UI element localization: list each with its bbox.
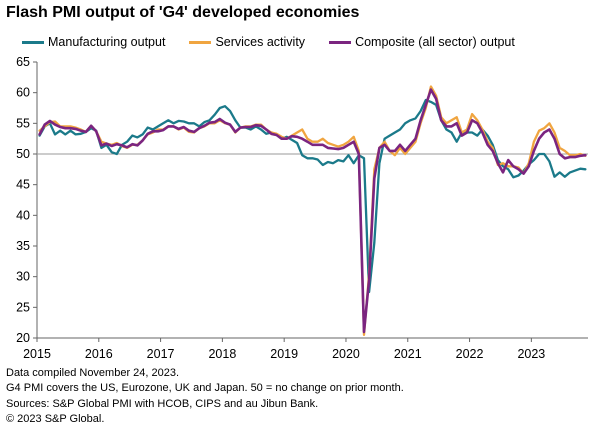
x-axis: 2015 2016 2017 2018 2019 2020 2021 2022 2023 (23, 153, 588, 361)
chart-notes: Data compiled November 24, 2023. G4 PMI … (6, 366, 404, 427)
x-tick-label: 2015 (23, 347, 51, 361)
x-tick-label: 2019 (270, 347, 298, 361)
y-tick-label: 60 (16, 86, 30, 100)
y-tick-label: 35 (16, 239, 30, 253)
series-line-manufacturing (38, 98, 587, 294)
series-line-services (38, 85, 587, 337)
x-tick-label: 2016 (85, 347, 113, 361)
y-tick-label: 50 (16, 147, 30, 161)
y-tick-label: 55 (16, 116, 30, 130)
legend-item-manufacturing: Manufacturing output (22, 35, 165, 49)
chart-title: Flash PMI output of 'G4' developed econo… (6, 4, 360, 21)
legend-label-manufacturing: Manufacturing output (48, 35, 166, 49)
note-coverage: G4 PMI covers the US, Eurozone, UK and J… (6, 382, 404, 395)
x-tick-label: 2018 (208, 347, 236, 361)
legend-item-services: Services activity (189, 35, 305, 49)
legend-label-services: Services activity (215, 35, 306, 49)
chart-series (38, 85, 587, 337)
note-sources: Sources: S&P Global PMI with HCOB, CIPS … (6, 397, 319, 410)
x-tick-label: 2022 (456, 347, 484, 361)
y-tick-label: 20 (16, 331, 30, 345)
y-tick-label: 30 (16, 270, 30, 284)
y-tick-label: 40 (16, 208, 30, 222)
x-tick-label: 2021 (394, 347, 422, 361)
y-tick-label: 65 (16, 55, 30, 69)
legend-swatch-manufacturing (22, 40, 44, 44)
legend-swatch-services (189, 40, 212, 44)
y-tick-label: 45 (16, 178, 30, 192)
chart-legend: Manufacturing output Services activity C… (22, 34, 539, 50)
series-line-composite (38, 88, 587, 334)
legend-swatch-composite (329, 40, 352, 44)
x-tick-label: 2017 (147, 347, 175, 361)
y-tick-label: 25 (16, 300, 30, 314)
note-copyright: © 2023 S&P Global. (6, 412, 105, 425)
note-data-compiled: Data compiled November 24, 2023. (6, 367, 180, 379)
x-tick-label: 2020 (332, 347, 360, 361)
x-tick-label: 2023 (517, 347, 545, 361)
y-axis: 20 25 30 35 40 45 50 55 60 65 (16, 55, 38, 345)
legend-item-composite: Composite (all sector) output (329, 35, 515, 49)
legend-label-composite: Composite (all sector) output (355, 35, 515, 49)
